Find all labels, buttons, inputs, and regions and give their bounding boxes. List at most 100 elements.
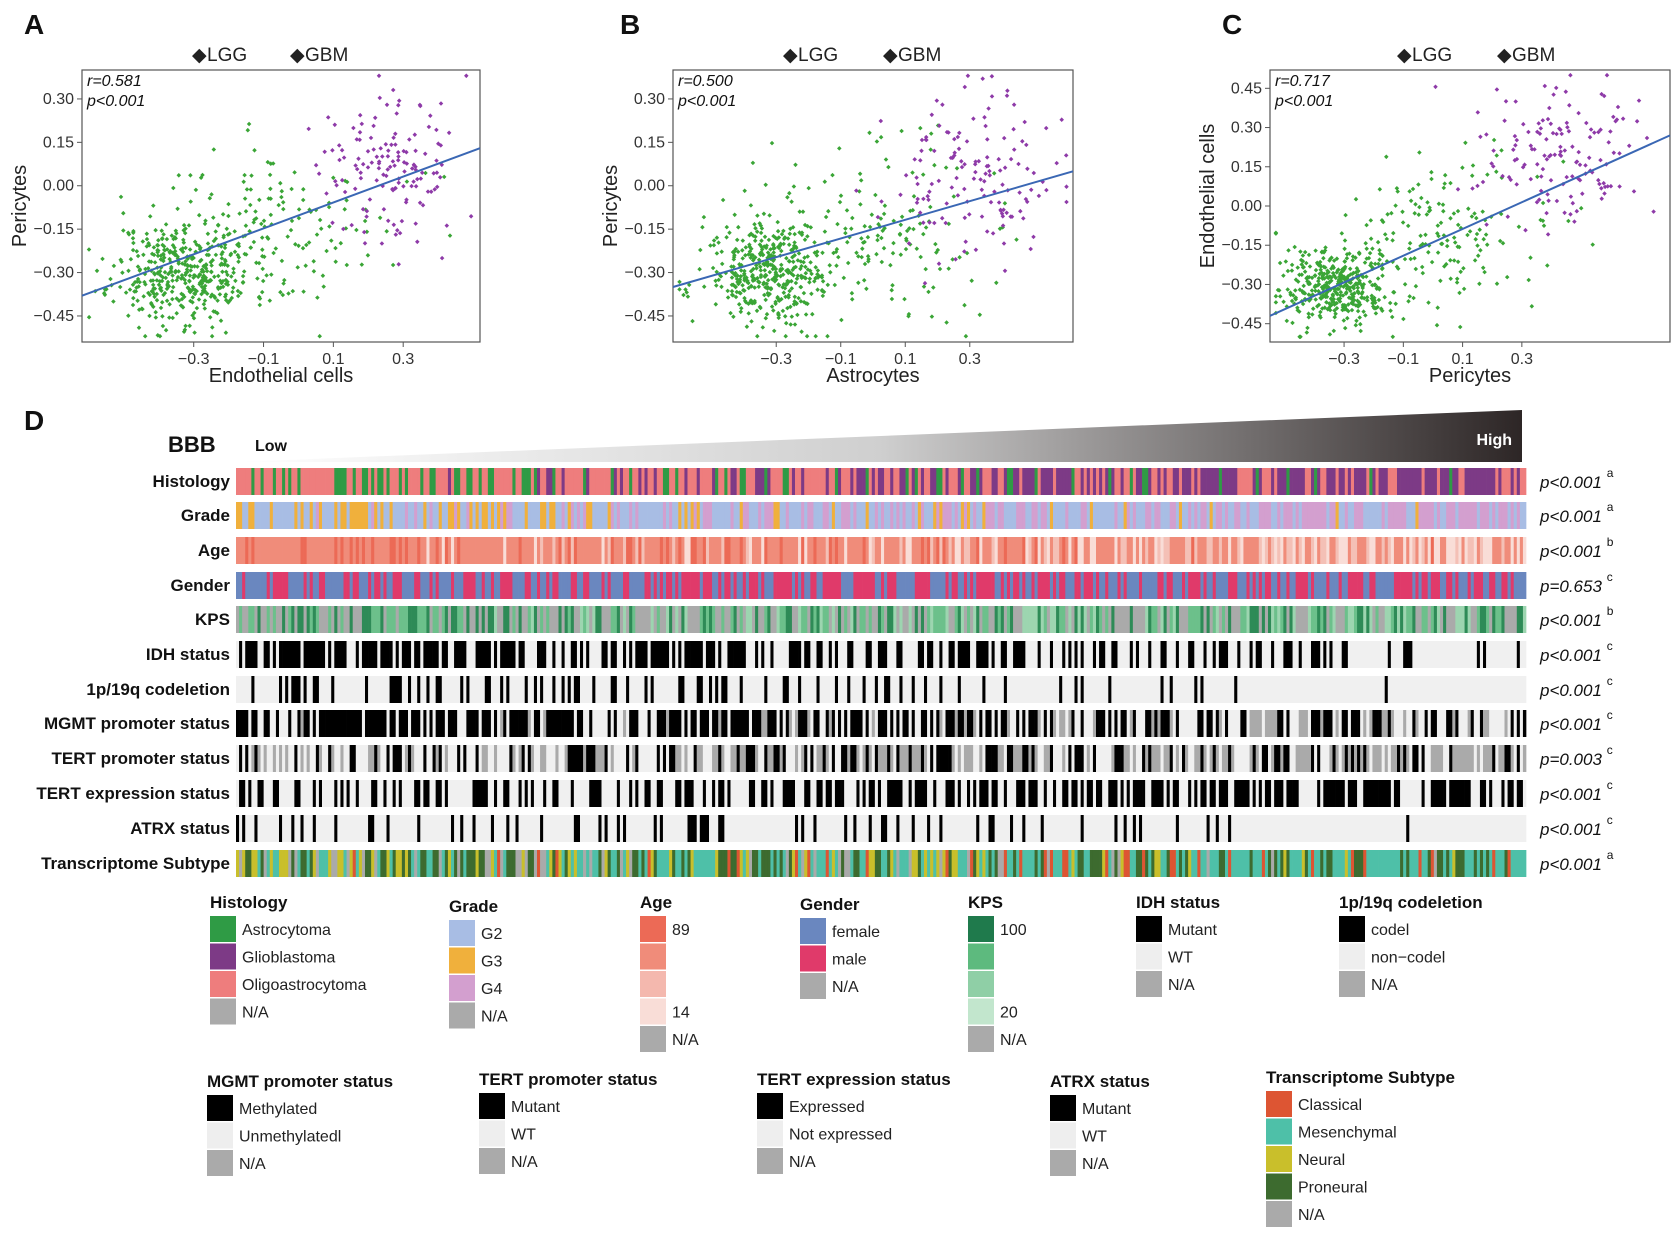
heatmap-cell [602, 537, 605, 564]
heatmap-cell [1394, 641, 1397, 668]
heatmap-cell [325, 572, 328, 599]
scatter-point-gbm [340, 178, 345, 183]
heatmap-cell [1474, 502, 1477, 529]
heatmap-cell [433, 537, 436, 564]
heatmap-cell [1483, 468, 1486, 495]
heatmap-cell [473, 537, 476, 564]
heatmap-cell [531, 468, 534, 495]
heatmap-cell [850, 606, 853, 633]
heatmap-cell [1360, 606, 1363, 633]
heatmap-cell [353, 502, 356, 529]
heatmap-cell [1047, 502, 1050, 529]
heatmap-cell [239, 468, 242, 495]
heatmap-cell [1520, 537, 1523, 564]
heatmap-cell [476, 641, 479, 668]
heatmap-cell [976, 468, 979, 495]
scatter-point-lgg [237, 211, 242, 216]
heatmap-cell [675, 537, 678, 564]
scatter-point-gbm [915, 182, 920, 187]
scatter-point-gbm [375, 155, 380, 160]
scatter-point-lgg [1290, 321, 1295, 326]
scatter-point-lgg [159, 228, 164, 233]
heatmap-cell [1022, 502, 1025, 529]
heatmap-cell [1357, 641, 1360, 668]
heatmap-cell [236, 606, 239, 633]
y-tick-label: 0.15 [1231, 159, 1262, 176]
heatmap-cell [767, 502, 770, 529]
heatmap-cell [540, 572, 543, 599]
heatmap-cell [767, 572, 770, 599]
heatmap-cell [614, 572, 617, 599]
heatmap-cell [1004, 537, 1007, 564]
heatmap-cell [1219, 641, 1222, 668]
heatmap-cell [1465, 468, 1468, 495]
heatmap-cell [1025, 641, 1028, 668]
heatmap-cell [1164, 537, 1167, 564]
heatmap-cell [620, 502, 623, 529]
heatmap-cell [718, 537, 721, 564]
heatmap-cell [316, 641, 319, 668]
heatmap-cell [1213, 606, 1216, 633]
heatmap-cell [1366, 641, 1369, 668]
heatmap-cell [755, 468, 758, 495]
scatter-point-gbm [963, 85, 968, 90]
heatmap-cell [294, 606, 297, 633]
heatmap-cell [506, 606, 509, 633]
heatmap-cell [1148, 641, 1151, 668]
scatter-point-lgg [830, 173, 835, 178]
scatter-point-gbm [349, 223, 354, 228]
legend-lgg-label: LGG [798, 45, 838, 66]
scatter-point-lgg [1363, 260, 1368, 265]
heatmap-cell [1071, 537, 1074, 564]
heatmap-cell [992, 641, 995, 668]
scatter-point-lgg [1332, 315, 1337, 320]
heatmap-cell [1480, 502, 1483, 529]
heatmap-cell [1047, 606, 1050, 633]
heatmap-cell [632, 676, 635, 703]
heatmap-cell [807, 468, 810, 495]
scatter-point-gbm [986, 106, 991, 111]
scatter-point-lgg [697, 267, 702, 272]
heatmap-cell [589, 606, 592, 633]
heatmap-cell [1234, 468, 1237, 495]
scatter-point-gbm [1513, 143, 1518, 148]
heatmap-cell [774, 641, 777, 668]
heatmap-cell [546, 537, 549, 564]
heatmap-cell [288, 572, 291, 599]
scatter-point-lgg [295, 265, 300, 270]
heatmap-cell [780, 572, 783, 599]
heatmap-cell [758, 676, 761, 703]
heatmap-cell [626, 606, 629, 633]
scatter-point-lgg [1285, 319, 1290, 324]
heatmap-cell [838, 572, 841, 599]
heatmap-cell [1302, 572, 1305, 599]
scatter-point-lgg [1368, 251, 1373, 256]
heatmap-cell [967, 468, 970, 495]
scatter-point-lgg [1378, 187, 1383, 192]
heatmap-cell [1296, 606, 1299, 633]
heatmap-cell [1078, 502, 1081, 529]
heatmap-cell [479, 606, 482, 633]
scatter-point-gbm [952, 137, 957, 142]
heatmap-cell [820, 676, 823, 703]
scatter-point-gbm [1565, 125, 1570, 130]
heatmap-cell [580, 641, 583, 668]
heatmap-cell [1204, 606, 1207, 633]
heatmap-cell [1452, 502, 1455, 529]
heatmap-cell [356, 606, 359, 633]
heatmap-cell [1486, 468, 1489, 495]
heatmap-cell [417, 676, 420, 703]
heatmap-cell [641, 502, 644, 529]
heatmap-cell [1440, 537, 1443, 564]
scatter-point-gbm [326, 115, 331, 120]
heatmap-cell [282, 641, 285, 668]
heatmap-cell [1498, 468, 1501, 495]
heatmap-cell [522, 572, 525, 599]
heatmap-cell [439, 676, 442, 703]
heatmap-cell [325, 468, 328, 495]
scatter-point-lgg [836, 255, 841, 260]
scatter-point-gbm [384, 142, 389, 147]
scatter-point-lgg [736, 225, 741, 230]
scatter-point-lgg [759, 231, 764, 236]
heatmap-cell [307, 468, 310, 495]
